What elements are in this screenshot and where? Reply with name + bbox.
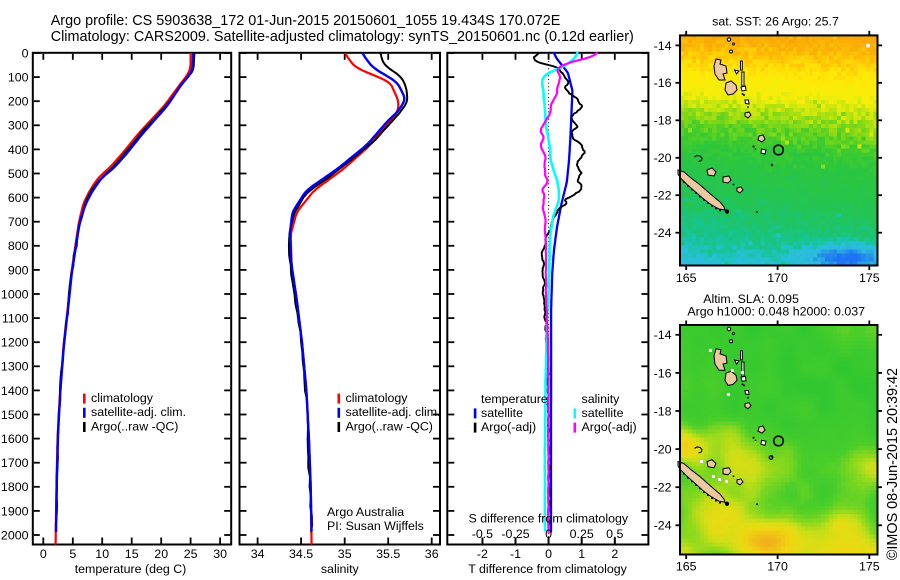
svg-text:1: 1 <box>578 547 585 561</box>
svg-text:1900: 1900 <box>1 504 29 518</box>
svg-text:0.5: 0.5 <box>606 527 623 541</box>
svg-text:10: 10 <box>95 547 109 561</box>
svg-text:34: 34 <box>251 547 265 561</box>
svg-text:400: 400 <box>8 143 29 157</box>
svg-text:500: 500 <box>8 167 29 181</box>
svg-text:35: 35 <box>338 547 352 561</box>
svg-text:Argo profile: CS 5903638_172 0: Argo profile: CS 5903638_172 01-Jun-2015… <box>51 13 561 29</box>
svg-text:1500: 1500 <box>1 408 29 422</box>
svg-text:Argo(..raw -QC): Argo(..raw -QC) <box>91 419 178 433</box>
svg-text:100: 100 <box>8 71 29 85</box>
svg-text:34.5: 34.5 <box>289 547 313 561</box>
svg-text:climatology: climatology <box>91 391 154 405</box>
svg-text:1700: 1700 <box>1 456 29 470</box>
svg-text:1200: 1200 <box>1 336 29 350</box>
svg-text:36: 36 <box>425 547 439 561</box>
svg-text:T difference from climatology: T difference from climatology <box>468 562 627 576</box>
svg-text:200: 200 <box>8 95 29 109</box>
svg-text:-2: -2 <box>477 547 488 561</box>
svg-text:1400: 1400 <box>1 384 29 398</box>
svg-text:Argo Australia: Argo Australia <box>327 505 404 519</box>
svg-text:1600: 1600 <box>1 432 29 446</box>
svg-text:S difference from climatology: S difference from climatology <box>469 511 629 525</box>
svg-text:-0.25: -0.25 <box>501 527 529 541</box>
svg-text:300: 300 <box>8 119 29 133</box>
svg-text:0.25: 0.25 <box>570 527 594 541</box>
svg-text:Argo(-adj): Argo(-adj) <box>582 420 637 434</box>
svg-text:600: 600 <box>8 191 29 205</box>
svg-text:1100: 1100 <box>2 312 29 326</box>
svg-text:satellite-adj. clim.: satellite-adj. clim. <box>91 405 186 419</box>
svg-text:salinity: salinity <box>582 392 621 406</box>
svg-text:20: 20 <box>154 547 168 561</box>
svg-text:-1: -1 <box>510 547 521 561</box>
svg-text:satellite: satellite <box>582 406 624 420</box>
svg-text:900: 900 <box>8 263 29 277</box>
svg-text:1300: 1300 <box>1 360 29 374</box>
svg-text:700: 700 <box>8 215 29 229</box>
svg-text:5: 5 <box>69 547 76 561</box>
svg-text:35.5: 35.5 <box>376 547 400 561</box>
svg-text:PI: Susan Wijffels: PI: Susan Wijffels <box>327 519 424 533</box>
svg-text:1800: 1800 <box>1 480 29 494</box>
svg-text:800: 800 <box>8 239 29 253</box>
svg-text:0: 0 <box>40 547 47 561</box>
svg-text:-0.5: -0.5 <box>472 527 493 541</box>
svg-text:0: 0 <box>22 46 29 60</box>
svg-text:0: 0 <box>545 547 552 561</box>
svg-text:1000: 1000 <box>1 287 29 301</box>
svg-text:satellite: satellite <box>481 406 523 420</box>
svg-text:15: 15 <box>125 547 139 561</box>
svg-text:Argo(-adj): Argo(-adj) <box>481 420 536 434</box>
svg-text:Climatology: CARS2009. Satelli: Climatology: CARS2009. Satellite-adjuste… <box>51 29 634 45</box>
svg-text:satellite-adj. clim.: satellite-adj. clim. <box>346 405 441 419</box>
svg-text:climatology: climatology <box>346 391 409 405</box>
svg-text:Argo(..raw -QC): Argo(..raw -QC) <box>346 419 433 433</box>
svg-text:30: 30 <box>213 547 227 561</box>
svg-text:temperature: temperature <box>481 392 548 406</box>
svg-text:25: 25 <box>184 547 198 561</box>
svg-text:2000: 2000 <box>1 528 29 542</box>
svg-text:temperature (deg C): temperature (deg C) <box>75 562 187 576</box>
svg-text:0: 0 <box>545 527 552 541</box>
svg-text:salinity: salinity <box>321 562 360 576</box>
svg-text:2: 2 <box>611 547 618 561</box>
